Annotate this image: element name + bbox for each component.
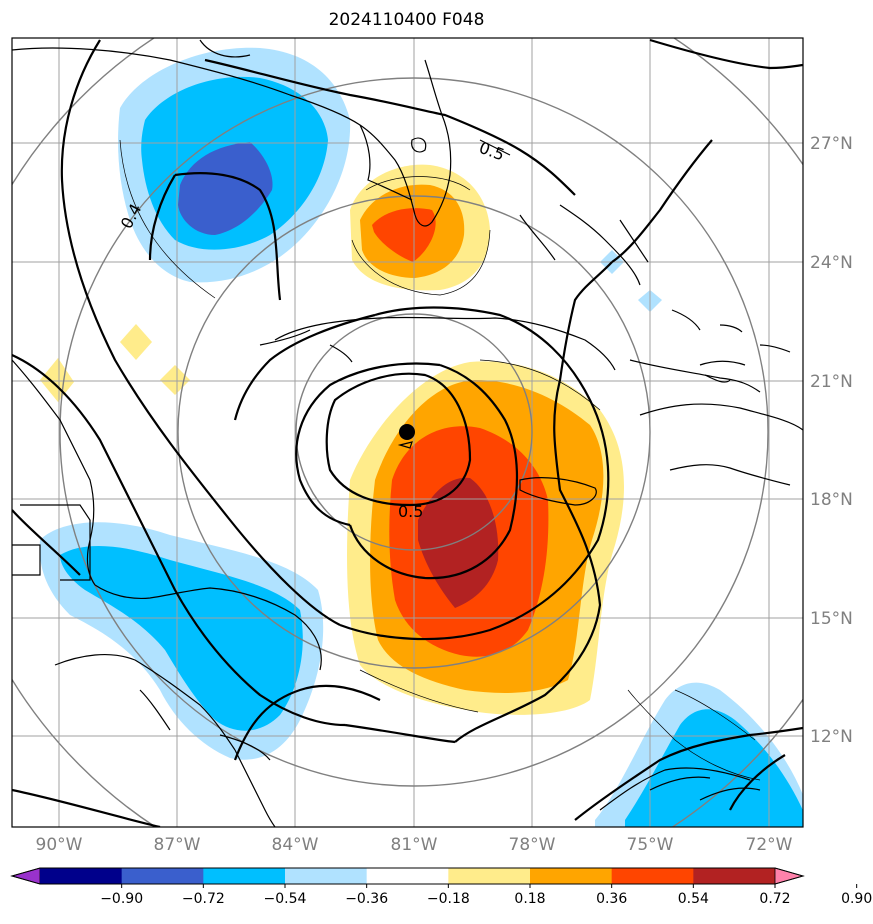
- lat-label: 15°N: [810, 609, 853, 629]
- contour-label-0-5-center: 0.5: [398, 502, 423, 521]
- colorbar-segment: [530, 868, 613, 884]
- latitude-labels: 27°N 24°N 21°N 18°N 15°N 12°N: [810, 134, 853, 747]
- field-contours: [12, 38, 803, 827]
- colorbar-tick-label: −0.72: [182, 891, 225, 907]
- lon-label: 84°W: [272, 835, 319, 855]
- colorbar-tick-label: −0.36: [345, 891, 388, 907]
- lon-label: 78°W: [509, 835, 556, 855]
- positive-anomaly-keys: [350, 164, 490, 291]
- small-blob-c: [120, 324, 152, 360]
- lon-label: 90°W: [36, 835, 83, 855]
- negative-anomaly-central-america: [39, 522, 324, 760]
- colorbar-segment: [121, 868, 204, 884]
- colorbar-segment: [285, 868, 368, 884]
- colorbar-segment: [611, 868, 694, 884]
- lon-label: 87°W: [154, 835, 201, 855]
- colorbar: −0.90 −0.72 −0.54 −0.36 −0.18 0.18 0.36 0.54 0.7…: [10, 867, 872, 907]
- colorbar-extend-max: [774, 867, 805, 885]
- colorbar-tick-label: 0.54: [678, 891, 709, 907]
- lon-label: 81°W: [391, 835, 438, 855]
- small-blob-d: [40, 358, 74, 402]
- colorbar-segment: [693, 868, 776, 884]
- colorbar-frame: [10, 867, 805, 885]
- negative-anomaly-gulf: [118, 47, 351, 283]
- lat-label: 21°N: [810, 372, 853, 392]
- anomaly-outline-thin: [119, 139, 761, 781]
- lat-label: 18°N: [810, 490, 853, 510]
- positive-anomaly-caribbean: [347, 361, 625, 715]
- lon-label: 72°W: [746, 835, 793, 855]
- coastlines: [12, 39, 803, 827]
- map-title: 2024110400 F048: [328, 10, 485, 30]
- negative-anomaly-southeast: [595, 682, 803, 827]
- lat-label: 27°N: [810, 134, 853, 154]
- storm-center-marker: [399, 424, 415, 440]
- range-rings: [12, 38, 803, 827]
- lat-label: 24°N: [810, 253, 853, 273]
- lon-label: 75°W: [627, 835, 674, 855]
- map-frame: [11, 37, 804, 828]
- anomaly-fill-layer: [39, 47, 803, 827]
- colorbar-tick-label: 0.18: [514, 891, 545, 907]
- colorbar-tick-label: 0.72: [759, 891, 790, 907]
- colorbar-segment: [40, 868, 123, 884]
- colorbar-tick-label: −0.18: [427, 891, 470, 907]
- colorbar-segment: [366, 868, 449, 884]
- colorbar-tick-label: 0.36: [596, 891, 627, 907]
- colorbar-tick-label: 0.90: [841, 891, 872, 907]
- longitude-labels: 90°W 87°W 84°W 81°W 78°W 75°W 72°W: [36, 835, 793, 855]
- map-area: 0.4 0.5 0.5: [12, 38, 803, 827]
- colorbar-tick-label: −0.90: [100, 891, 143, 907]
- lat-label: 12°N: [810, 727, 853, 747]
- lat-lon-grid: [12, 38, 803, 827]
- colorbar-segment: [203, 868, 286, 884]
- colorbar-segment: [448, 868, 531, 884]
- colorbar-tick-label: −0.54: [264, 891, 307, 907]
- colorbar-extend-min: [10, 867, 41, 885]
